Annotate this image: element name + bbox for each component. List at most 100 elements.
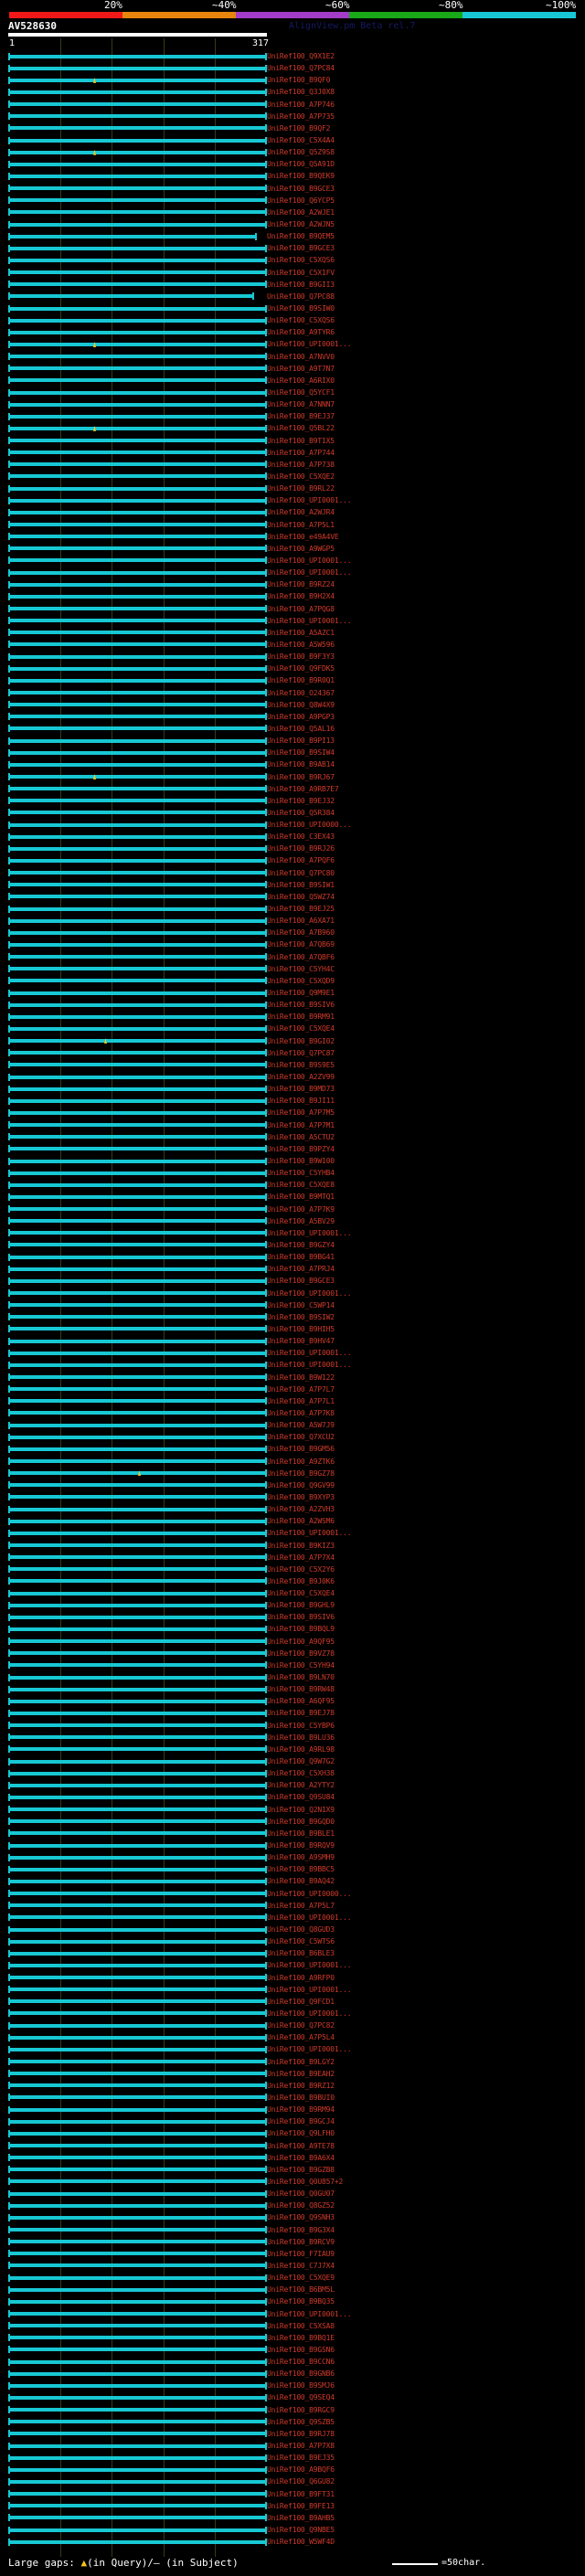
hit-label[interactable]: UniRef100_UPI0001... bbox=[267, 1361, 352, 1370]
hit-bar[interactable] bbox=[8, 594, 267, 599]
hit-label[interactable]: UniRef100_C5XQE2 bbox=[267, 472, 335, 481]
hit-row[interactable]: UniRef100_A7P7M1 bbox=[0, 1119, 585, 1131]
hit-label[interactable]: UniRef100_B9RZ24 bbox=[267, 580, 335, 589]
hit-label[interactable]: UniRef100_UPI0001... bbox=[267, 2309, 352, 2318]
hit-label[interactable]: UniRef100_B9PZY4 bbox=[267, 1144, 335, 1153]
hit-bar[interactable] bbox=[8, 1267, 267, 1271]
hit-row[interactable]: UniRef100_B9GCE3 bbox=[0, 242, 585, 254]
hit-bar[interactable] bbox=[8, 318, 267, 323]
hit-row[interactable]: UniRef100_Q7PC88 bbox=[0, 291, 585, 302]
hit-bar[interactable] bbox=[8, 1723, 267, 1728]
hit-row[interactable]: UniRef100_B9BG41 bbox=[0, 1251, 585, 1263]
hit-row[interactable]: UniRef100_A5W7J9 bbox=[0, 1419, 585, 1431]
hit-row[interactable]: UniRef100_UPI0001... bbox=[0, 494, 585, 506]
hit-bar[interactable] bbox=[8, 1783, 267, 1787]
hit-label[interactable]: UniRef100_A9TYR6 bbox=[267, 328, 335, 337]
hit-label[interactable]: UniRef100_B9AHB5 bbox=[267, 2513, 335, 2522]
hit-bar[interactable] bbox=[8, 1699, 267, 1703]
hit-label[interactable]: UniRef100_A7P7X4 bbox=[267, 1553, 335, 1562]
hit-row[interactable]: UniRef100_A5AZC1 bbox=[0, 627, 585, 639]
hit-label[interactable]: UniRef100_C5XQS6 bbox=[267, 316, 335, 325]
hit-label[interactable]: UniRef100_B9GZB8 bbox=[267, 2165, 335, 2174]
hit-bar[interactable] bbox=[8, 1110, 267, 1115]
hit-label[interactable]: UniRef100_B9SIV6 bbox=[267, 1001, 335, 1010]
hit-bar[interactable] bbox=[8, 2504, 267, 2508]
hit-row[interactable]: UniRef100_Q2N1X9 bbox=[0, 1804, 585, 1816]
hit-row[interactable]: UniRef100_A9T7N7 bbox=[0, 363, 585, 375]
hit-row[interactable]: UniRef100_B9JI11 bbox=[0, 1095, 585, 1107]
hit-bar[interactable] bbox=[8, 198, 267, 203]
hit-bar[interactable] bbox=[8, 654, 267, 659]
hit-label[interactable]: UniRef100_C5YBP6 bbox=[267, 1721, 335, 1730]
hit-label[interactable]: UniRef100_Q7PC82 bbox=[267, 2021, 335, 2030]
hit-bar[interactable] bbox=[8, 1123, 267, 1128]
hit-row[interactable]: UniRef100_Q9X1E2 bbox=[0, 50, 585, 62]
hit-row[interactable]: UniRef100_Q5A91D bbox=[0, 158, 585, 170]
hit-label[interactable]: UniRef100_B9BQL9 bbox=[267, 1625, 335, 1634]
hit-label[interactable]: UniRef100_B9H2X4 bbox=[267, 592, 335, 601]
hit-bar[interactable] bbox=[8, 642, 267, 647]
hit-label[interactable]: UniRef100_B9RGC9 bbox=[267, 2405, 335, 2414]
hit-bar[interactable] bbox=[8, 1591, 267, 1595]
hit-label[interactable]: UniRef100_B9BQ35 bbox=[267, 2297, 335, 2306]
hit-row[interactable]: UniRef100_B9GQD0 bbox=[0, 1816, 585, 1828]
hit-label[interactable]: UniRef100_Q5WZ74 bbox=[267, 892, 335, 901]
hit-row[interactable]: UniRef100_A9TE78 bbox=[0, 2139, 585, 2151]
hit-row[interactable]: UniRef100_A2WJN5 bbox=[0, 218, 585, 230]
hit-bar[interactable] bbox=[8, 1075, 267, 1079]
hit-bar[interactable] bbox=[8, 1579, 267, 1584]
hit-row[interactable]: UniRef100_UPI0000... bbox=[0, 819, 585, 831]
hit-label[interactable]: UniRef100_B9SMJ6 bbox=[267, 2381, 335, 2390]
hit-row[interactable]: UniRef100_Q9M9E1 bbox=[0, 987, 585, 999]
hit-row[interactable]: UniRef100_A7P7K8 bbox=[0, 1407, 585, 1419]
hit-bar[interactable] bbox=[8, 762, 267, 767]
hit-row[interactable]: UniRef100_Q9SZB5 bbox=[0, 2416, 585, 2428]
hit-label[interactable]: UniRef100_B9W122 bbox=[267, 1373, 335, 1382]
hit-label[interactable]: UniRef100_Q9NBE5 bbox=[267, 2526, 335, 2535]
hit-row[interactable]: UniRef100_A7NNN7 bbox=[0, 398, 585, 410]
hit-row[interactable]: UniRef100_B9H2X4 bbox=[0, 590, 585, 602]
hit-bar[interactable] bbox=[8, 1819, 267, 1824]
hit-row[interactable]: UniRef100_B9RJ26 bbox=[0, 843, 585, 854]
hit-bar[interactable] bbox=[8, 162, 267, 166]
hit-row[interactable]: UniRef100_Q9NBE5 bbox=[0, 2524, 585, 2536]
hit-bar[interactable] bbox=[8, 2479, 267, 2484]
hit-bar[interactable] bbox=[8, 1759, 267, 1764]
hit-label[interactable]: UniRef100_B9RM91 bbox=[267, 1012, 335, 1022]
hit-row[interactable]: UniRef100_Q7XCU2 bbox=[0, 1431, 585, 1443]
hit-label[interactable]: UniRef100_UPI0001... bbox=[267, 568, 352, 578]
hit-row[interactable]: UniRef100_B9W122 bbox=[0, 1371, 585, 1383]
hit-row[interactable]: UniRef100_B9BUI0 bbox=[0, 2092, 585, 2104]
hit-row[interactable]: UniRef100_C5YH94 bbox=[0, 1659, 585, 1671]
hit-bar[interactable] bbox=[8, 1362, 267, 1367]
hit-label[interactable]: UniRef100_A9ZTK6 bbox=[267, 1457, 335, 1466]
hit-row[interactable]: UniRef100_A7P746 bbox=[0, 99, 585, 111]
hit-row[interactable]: UniRef100_B9J0K6 bbox=[0, 1575, 585, 1587]
hit-bar[interactable] bbox=[8, 1603, 267, 1607]
hit-row[interactable]: UniRef100_A2ZV99 bbox=[0, 1071, 585, 1083]
hit-bar[interactable] bbox=[8, 498, 267, 503]
hit-bar[interactable] bbox=[8, 486, 267, 491]
hit-row[interactable]: UniRef100_B9MTQ1 bbox=[0, 1191, 585, 1203]
hit-bar[interactable] bbox=[8, 1278, 267, 1283]
hit-row[interactable]: UniRef100_B9GZ78 bbox=[0, 1468, 585, 1479]
hit-row[interactable]: UniRef100_UPI0001... bbox=[0, 2008, 585, 2019]
hit-bar[interactable] bbox=[8, 1867, 267, 1871]
hit-label[interactable]: UniRef100_A7NVV0 bbox=[267, 352, 335, 361]
hit-row[interactable]: UniRef100_Q5WZ74 bbox=[0, 891, 585, 903]
hit-row[interactable]: UniRef100_B9RJ67 bbox=[0, 770, 585, 782]
hit-label[interactable]: UniRef100_Q9SNH3 bbox=[267, 2213, 335, 2222]
hit-bar[interactable] bbox=[8, 811, 267, 815]
hit-bar[interactable] bbox=[8, 1531, 267, 1535]
hit-row[interactable]: UniRef100_B9HV47 bbox=[0, 1335, 585, 1347]
hit-row[interactable]: UniRef100_UPI0001... bbox=[0, 1359, 585, 1371]
hit-row[interactable]: UniRef100_B9GII3 bbox=[0, 279, 585, 291]
hit-label[interactable]: UniRef100_UPI0001... bbox=[267, 340, 352, 349]
hit-row[interactable]: UniRef100_B9GZB8 bbox=[0, 2164, 585, 2176]
hit-row[interactable]: UniRef100_A7P5L1 bbox=[0, 518, 585, 530]
hit-label[interactable]: UniRef100_B9EJ32 bbox=[267, 796, 335, 805]
hit-bar[interactable] bbox=[8, 2420, 267, 2424]
hit-row[interactable]: UniRef100_UPI0000... bbox=[0, 1888, 585, 1900]
hit-label[interactable]: UniRef100_A7P7K9 bbox=[267, 1204, 335, 1214]
hit-label[interactable]: UniRef100_B9BQ1E bbox=[267, 2333, 335, 2342]
